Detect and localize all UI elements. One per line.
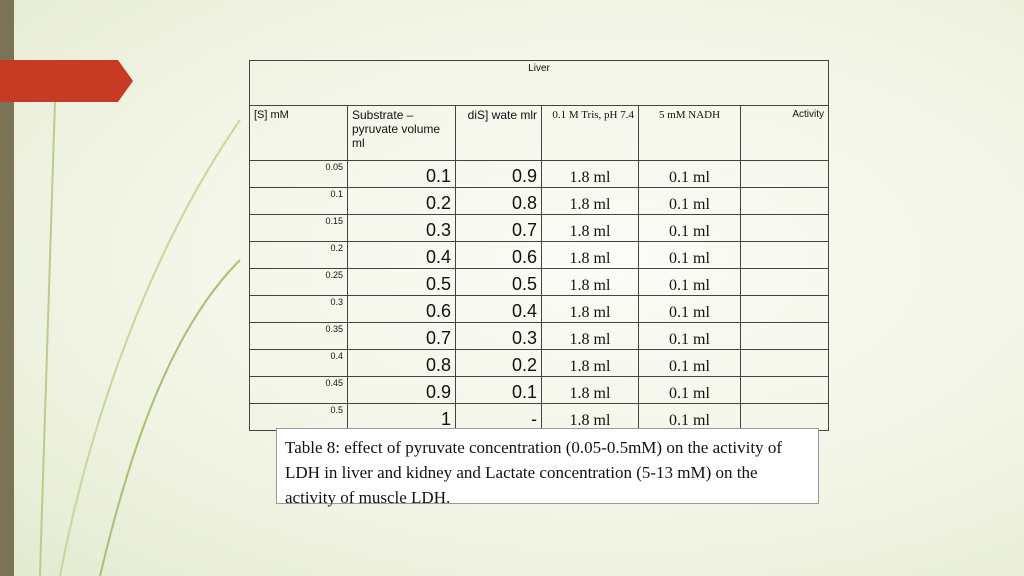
table-row: 0.3 0.6 0.4 1.8 ml 0.1 ml — [249, 295, 830, 323]
empty-cell — [739, 295, 830, 323]
table-title: Liver — [248, 60, 830, 106]
table-cell: 0.1 ml — [638, 349, 741, 377]
header-cell: Activity — [739, 105, 830, 161]
table-cell: 1.8 ml — [541, 376, 639, 404]
data-table: Liver [S] mM Substrate – pyruvate volume… — [248, 60, 830, 431]
table-cell: 0.1 — [347, 160, 456, 188]
header-cell: Substrate – pyruvate volume ml — [347, 105, 456, 161]
table-row: 0.25 0.5 0.5 1.8 ml 0.1 ml — [249, 268, 830, 296]
caption: Table 8: effect of pyruvate concentratio… — [276, 428, 819, 507]
table-cell: 0.7 — [347, 322, 456, 350]
empty-cell — [739, 268, 830, 296]
left-strip — [0, 0, 14, 576]
empty-cell — [739, 241, 830, 269]
table-cell: 0.35 — [249, 322, 348, 350]
table-cell: - — [455, 403, 542, 431]
header-cell: 5 mM NADH — [638, 105, 741, 161]
table-cell: 1.8 ml — [541, 241, 639, 269]
empty-cell — [739, 376, 830, 404]
table-cell: 0.1 ml — [638, 403, 741, 431]
table-cell: 0.1 ml — [638, 322, 741, 350]
table-cell: 1.8 ml — [541, 214, 639, 242]
table-row: 0.1 0.2 0.8 1.8 ml 0.1 ml — [249, 187, 830, 215]
table-cell: 0.8 — [347, 349, 456, 377]
table-cell: 1.8 ml — [541, 295, 639, 323]
table-cell: 0.3 — [455, 322, 542, 350]
header-cell: 0.1 M Tris, pH 7.4 — [541, 105, 639, 161]
table-cell: 1.8 ml — [541, 322, 639, 350]
table-cell: 0.5 — [347, 268, 456, 296]
table-row: 0.2 0.4 0.6 1.8 ml 0.1 ml — [249, 241, 830, 269]
table-row: 0.35 0.7 0.3 1.8 ml 0.1 ml — [249, 322, 830, 350]
empty-cell — [739, 349, 830, 377]
curve — [39, 99, 56, 576]
table-cell: 0.6 — [455, 241, 542, 269]
empty-cell — [739, 187, 830, 215]
table-cell: 0.2 — [455, 349, 542, 377]
table-cell: 0.1 ml — [638, 187, 741, 215]
table-cell: 0.1 ml — [638, 376, 741, 404]
table-row: 0.05 0.1 0.9 1.8 ml 0.1 ml — [249, 160, 830, 188]
table-cell: 0.1 ml — [638, 241, 741, 269]
table-cell: 0.4 — [455, 295, 542, 323]
table-cell: 0.1 — [249, 187, 348, 215]
table-cell: 1.8 ml — [541, 268, 639, 296]
table-cell: 0.6 — [347, 295, 456, 323]
table-cell: 1.8 ml — [541, 160, 639, 188]
table-cell: 0.15 — [249, 214, 348, 242]
arrow-tab — [0, 60, 133, 102]
curve — [59, 119, 241, 576]
table-row: 0.4 0.8 0.2 1.8 ml 0.1 ml — [249, 349, 830, 377]
table-cell: 0.1 ml — [638, 214, 741, 242]
empty-cell — [739, 214, 830, 242]
table-cell: 1.8 ml — [541, 349, 639, 377]
table-cell: 0.05 — [249, 160, 348, 188]
empty-cell — [739, 322, 830, 350]
table-cell: 0.5 — [455, 268, 542, 296]
table-cell: 0.45 — [249, 376, 348, 404]
table-cell: 0.1 ml — [638, 295, 741, 323]
table-cell: 0.3 — [347, 214, 456, 242]
table-cell: 0.3 — [249, 295, 348, 323]
table-cell: 0.8 — [455, 187, 542, 215]
table-cell: 0.1 — [455, 376, 542, 404]
table-cell: 0.9 — [455, 160, 542, 188]
table-row: 0.5 1-1.8 ml 0.1 ml — [249, 403, 830, 431]
table-cell: 0.5 — [249, 403, 348, 431]
table-cell: 0.9 — [347, 376, 456, 404]
table-cell: 0.25 — [249, 268, 348, 296]
table-cell: 0.4 — [249, 349, 348, 377]
table-cell: 0.2 — [347, 187, 456, 215]
table-cell: 1 — [347, 403, 456, 431]
table-cell: 0.1 ml — [638, 160, 741, 188]
table-row: 0.15 0.3 0.7 1.8 ml 0.1 ml — [249, 214, 830, 242]
table-cell: 1.8 ml — [541, 403, 639, 431]
table-cell: 0.1 ml — [638, 268, 741, 296]
empty-cell — [739, 160, 830, 188]
header-cell: [S] mM — [249, 105, 348, 161]
empty-cell — [739, 403, 830, 431]
curve — [99, 259, 241, 576]
table-cell: 0.7 — [455, 214, 542, 242]
table-cell: 1.8 ml — [541, 187, 639, 215]
table-row: 0.45 0.9 0.1 1.8 ml 0.1 ml — [249, 376, 830, 404]
table-cell: 0.2 — [249, 241, 348, 269]
header-cell: diS] wate mlr — [455, 105, 542, 161]
table-cell: 0.4 — [347, 241, 456, 269]
